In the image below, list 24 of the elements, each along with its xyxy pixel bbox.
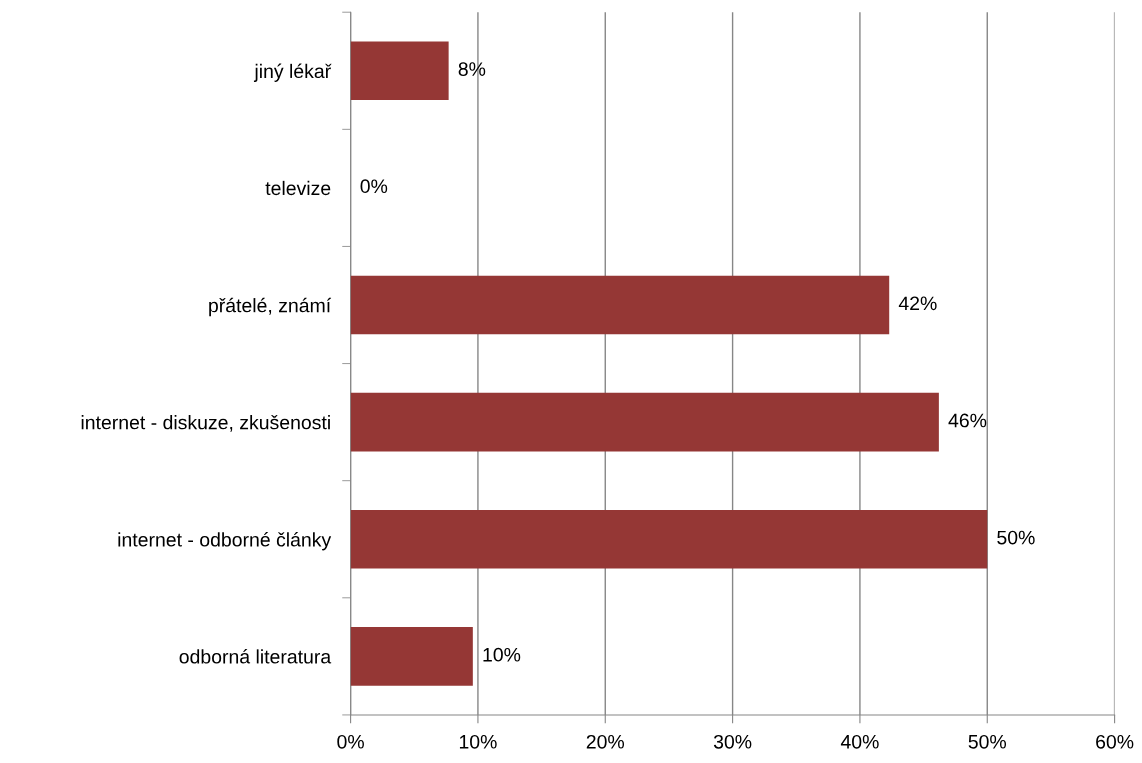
x-tick-label: 50% xyxy=(968,734,1007,749)
x-tick-label: 10% xyxy=(459,734,497,749)
y-tick-label: televize xyxy=(265,180,331,196)
y-tick-label: přátelé, známí xyxy=(209,297,332,317)
bar xyxy=(350,275,890,335)
data-label: 0% xyxy=(360,179,388,194)
data-label: 10% xyxy=(483,647,521,662)
x-tick-label: 40% xyxy=(840,734,879,749)
bar xyxy=(350,41,449,101)
bar xyxy=(350,509,988,569)
x-tick-label: 20% xyxy=(586,734,625,749)
bar xyxy=(350,392,939,452)
data-label: 42% xyxy=(898,296,937,311)
y-tick-label: jiný lékař xyxy=(253,63,332,82)
y-tick-label: internet - diskuze, zkušenosti xyxy=(81,415,330,432)
y-tick-label: odborná literatura xyxy=(179,649,332,664)
x-tick-label: 60% xyxy=(1096,734,1134,749)
x-tick-label: 0% xyxy=(337,734,364,749)
x-tick-label: 30% xyxy=(713,734,752,749)
data-label: 46% xyxy=(948,413,987,428)
data-label: 8% xyxy=(458,62,486,76)
y-tick-label: internet - odborné články xyxy=(118,532,332,551)
bar xyxy=(350,627,473,686)
data-label: 50% xyxy=(997,530,1035,545)
